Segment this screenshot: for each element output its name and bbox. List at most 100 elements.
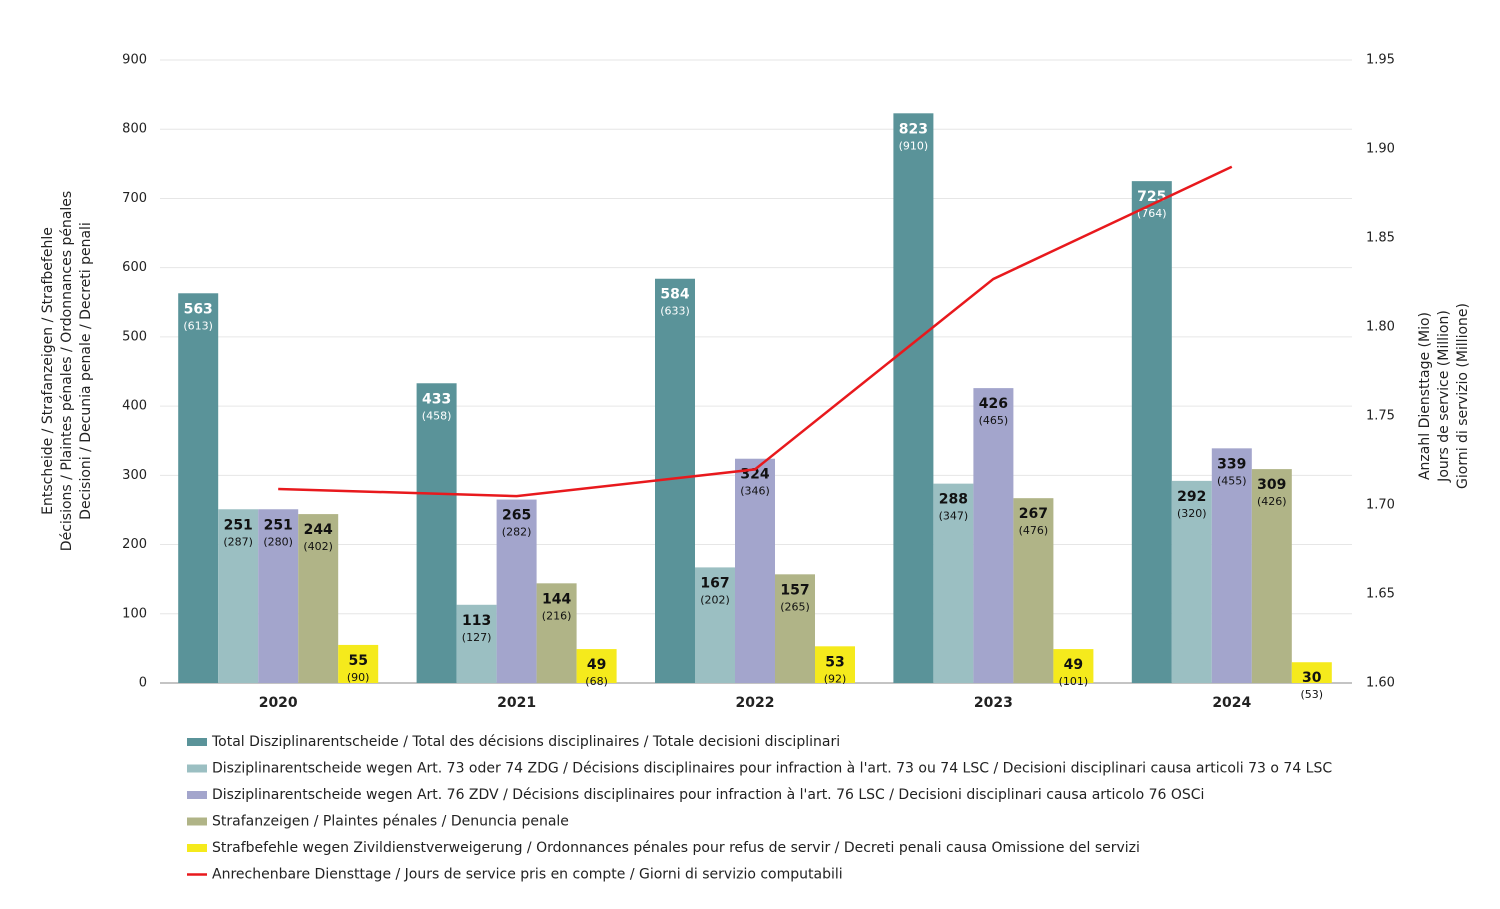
value-annotation: (426) bbox=[1257, 495, 1287, 508]
value-label: 167 bbox=[700, 575, 729, 591]
legend-swatch bbox=[187, 844, 207, 852]
value-annotation: (465) bbox=[979, 414, 1009, 427]
y2-tick-label: 1.95 bbox=[1366, 53, 1395, 68]
bar bbox=[893, 113, 934, 684]
bar bbox=[496, 499, 537, 683]
bar bbox=[258, 509, 299, 683]
bar bbox=[1131, 181, 1172, 683]
y-tick-label: 600 bbox=[122, 260, 147, 275]
value-annotation: (320) bbox=[1177, 507, 1207, 520]
value-label: 113 bbox=[462, 613, 491, 629]
bar bbox=[735, 458, 775, 683]
y2-axis-title: Anzahl Diensttage (Mio) bbox=[1417, 312, 1433, 480]
value-annotation: (910) bbox=[899, 139, 929, 152]
legend-swatch bbox=[187, 738, 207, 746]
value-annotation: (613) bbox=[183, 319, 213, 332]
y-tick-label: 100 bbox=[122, 606, 147, 621]
legend-swatch bbox=[187, 791, 207, 799]
y-axis-title: Decisioni / Decunia penale / Decreti pen… bbox=[78, 222, 94, 520]
y-tick-label: 800 bbox=[122, 122, 147, 137]
bar bbox=[1171, 480, 1212, 683]
legend-swatch bbox=[187, 764, 207, 773]
value-label: 339 bbox=[1217, 456, 1246, 472]
y-tick-label: 500 bbox=[122, 329, 147, 344]
x-tick-label: 2020 bbox=[259, 695, 298, 711]
bar bbox=[1053, 649, 1094, 683]
bar bbox=[1013, 498, 1054, 683]
bar bbox=[973, 388, 1014, 683]
x-tick-label: 2021 bbox=[497, 695, 536, 711]
bar bbox=[933, 483, 974, 683]
value-label: 292 bbox=[1177, 489, 1206, 505]
y-tick-label: 300 bbox=[122, 468, 147, 483]
value-label: 251 bbox=[264, 517, 293, 533]
value-annotation: (347) bbox=[939, 510, 969, 523]
bar bbox=[456, 604, 497, 683]
legend-label: Anrechenbare Diensttage / Jours de servi… bbox=[212, 867, 843, 883]
value-label: 144 bbox=[542, 591, 571, 607]
value-annotation: (633) bbox=[660, 305, 690, 318]
value-annotation: (346) bbox=[740, 485, 770, 498]
bar bbox=[815, 646, 855, 683]
value-annotation: (101) bbox=[1059, 675, 1089, 688]
y-tick-label: 0 bbox=[139, 676, 147, 691]
value-annotation: (402) bbox=[303, 540, 333, 553]
value-label: 725 bbox=[1137, 189, 1166, 205]
legend-label: Total Disziplinarentscheide / Total des … bbox=[211, 734, 840, 750]
legend-swatch bbox=[187, 817, 207, 826]
value-annotation: (216) bbox=[542, 609, 572, 622]
y2-tick-label: 1.85 bbox=[1366, 231, 1395, 246]
value-annotation: (53) bbox=[1301, 688, 1324, 701]
value-annotation: (265) bbox=[780, 600, 810, 613]
value-label: 55 bbox=[348, 653, 367, 669]
bar bbox=[178, 293, 219, 683]
value-label: 265 bbox=[502, 508, 531, 524]
bar bbox=[695, 567, 735, 683]
y2-tick-label: 1.70 bbox=[1366, 498, 1395, 513]
value-label: 823 bbox=[899, 121, 928, 137]
y-axis-title: Décisions / Plaintes pénales / Ordonnanc… bbox=[59, 191, 75, 551]
value-label: 157 bbox=[780, 582, 809, 598]
y2-axis-title: Giorni di servizio (Millione) bbox=[1455, 303, 1471, 489]
value-label: 433 bbox=[422, 391, 451, 407]
value-label: 244 bbox=[304, 522, 333, 538]
value-label: 251 bbox=[224, 517, 253, 533]
value-annotation: (287) bbox=[223, 535, 253, 548]
value-label: 288 bbox=[939, 492, 968, 508]
x-tick-label: 2023 bbox=[974, 695, 1013, 711]
value-annotation: (92) bbox=[824, 672, 847, 685]
y-tick-label: 200 bbox=[122, 537, 147, 552]
bar bbox=[1211, 448, 1252, 683]
value-annotation: (282) bbox=[502, 526, 532, 539]
y2-tick-label: 1.90 bbox=[1366, 142, 1395, 157]
y-tick-label: 700 bbox=[122, 191, 147, 206]
line bbox=[278, 165, 1233, 498]
bar bbox=[576, 649, 617, 683]
y2-tick-label: 1.65 bbox=[1366, 587, 1395, 602]
value-annotation: (764) bbox=[1137, 207, 1167, 220]
value-annotation: (476) bbox=[1019, 524, 1049, 537]
y2-tick-label: 1.60 bbox=[1366, 676, 1395, 691]
value-label: 30 bbox=[1302, 670, 1322, 686]
bar bbox=[338, 644, 379, 683]
bar bbox=[416, 383, 457, 683]
value-label: 563 bbox=[184, 301, 213, 317]
bar bbox=[775, 574, 815, 683]
y2-tick-label: 1.80 bbox=[1366, 320, 1395, 335]
bar bbox=[218, 509, 259, 683]
value-annotation: (127) bbox=[462, 631, 492, 644]
y2-axis-title: Jours de service (Million) bbox=[1436, 310, 1452, 483]
value-annotation: (455) bbox=[1217, 474, 1247, 487]
value-annotation: (458) bbox=[422, 409, 452, 422]
value-label: 53 bbox=[825, 654, 844, 670]
legend-label: Strafanzeigen / Plaintes pénales / Denun… bbox=[212, 814, 569, 830]
y2-tick-label: 1.75 bbox=[1366, 409, 1395, 424]
legend-label: Disziplinarentscheide wegen Art. 76 ZDV … bbox=[212, 787, 1204, 803]
value-label: 49 bbox=[1064, 657, 1083, 673]
x-tick-label: 2022 bbox=[736, 695, 775, 711]
y-axis-title: Entscheide / Strafanzeigen / Strafbefehl… bbox=[40, 227, 56, 515]
bar bbox=[298, 514, 339, 683]
value-label: 309 bbox=[1257, 477, 1286, 493]
value-annotation: (202) bbox=[700, 593, 730, 606]
